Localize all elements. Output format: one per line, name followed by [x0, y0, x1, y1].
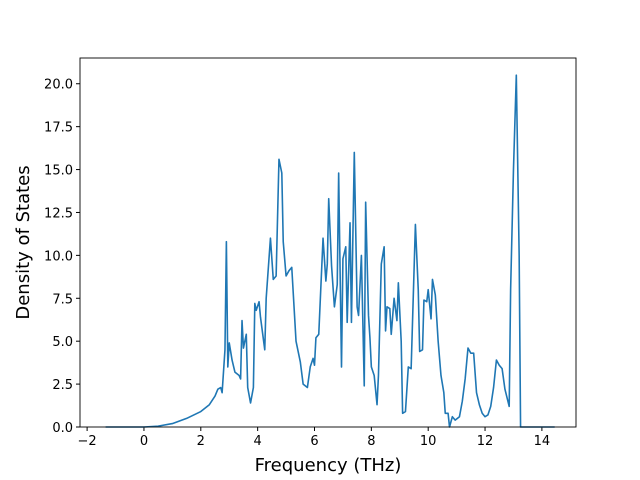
x-axis-label: Frequency (THz) [255, 455, 402, 476]
y-tick-label: 5.0 [52, 335, 73, 350]
x-tick-label: 14 [534, 434, 551, 449]
x-tick-label: 4 [254, 434, 262, 449]
x-tick-label: −2 [78, 434, 97, 449]
x-tick-label: 0 [140, 434, 148, 449]
y-axis-label: Density of States [13, 165, 34, 319]
axes-frame [79, 57, 577, 428]
x-tick-label: 8 [367, 434, 375, 449]
x-tick-label: 12 [477, 434, 494, 449]
y-tick-label: 15.0 [44, 164, 73, 179]
y-tick-label: 12.5 [44, 206, 73, 221]
y-tick-label: 10.0 [44, 249, 73, 264]
y-tick-label: 0.0 [52, 421, 73, 436]
x-tick-label: 2 [197, 434, 205, 449]
y-tick-label: 2.5 [52, 378, 73, 393]
y-tick-label: 20.0 [44, 78, 73, 93]
y-tick-label: 17.5 [44, 121, 73, 136]
x-tick-label: 6 [310, 434, 318, 449]
dos-line [105, 74, 555, 428]
y-tick-label: 7.5 [52, 292, 73, 307]
x-tick-label: 10 [420, 434, 437, 449]
